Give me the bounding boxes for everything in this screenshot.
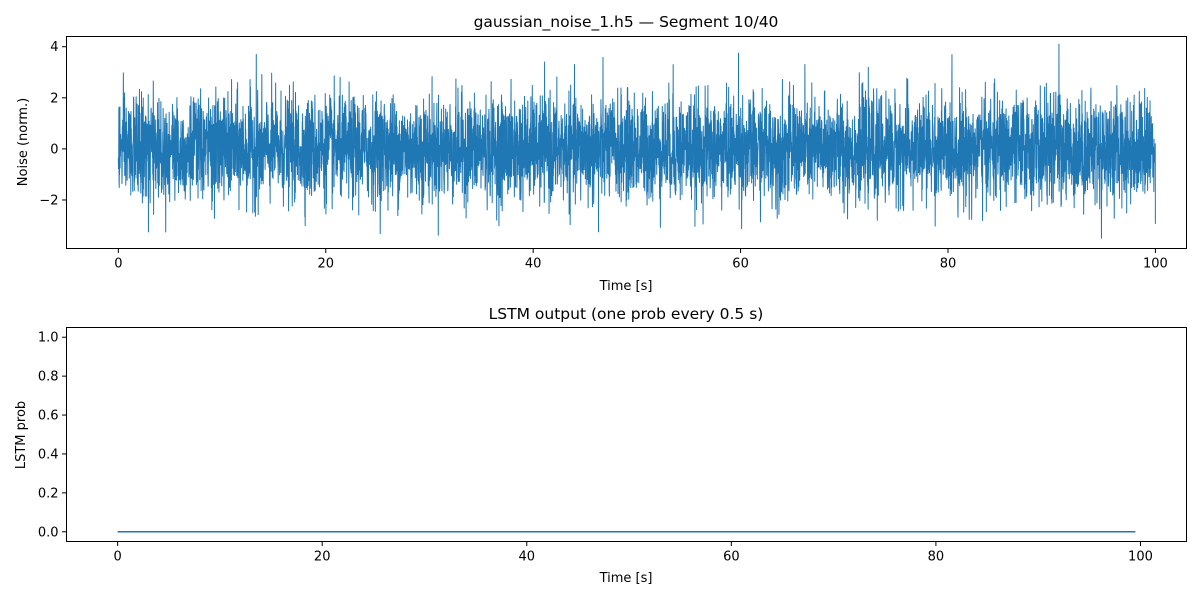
noise-x-tick-label: 0 <box>114 257 122 272</box>
lstm-chart-frame <box>66 327 1187 542</box>
lstm-y-tick-label: 0.8 <box>38 370 59 385</box>
noise-x-tick-label: 100 <box>1143 257 1168 272</box>
noise-y-tick-label: 2 <box>50 91 58 106</box>
lstm-x-tick-label: 60 <box>723 550 740 565</box>
lstm-x-tick-label: 0 <box>114 550 122 565</box>
noise-y-ticks: −2 0 2 4 <box>39 40 67 208</box>
lstm-chart: LSTM output (one prob every 0.5 s) 0 20 40… <box>14 305 1187 586</box>
lstm-y-tick-label: 0.4 <box>38 447 59 462</box>
lstm-x-axis-label: Time [s] <box>599 571 653 586</box>
noise-x-tick-label: 40 <box>525 257 542 272</box>
noise-signal-group <box>117 43 1156 239</box>
lstm-y-ticks: 0.0 0.2 0.4 0.6 0.8 1.0 <box>38 331 67 540</box>
noise-x-axis-label: Time [s] <box>599 279 653 294</box>
lstm-y-tick-label: 0.0 <box>38 525 59 540</box>
noise-x-ticks: 0 20 40 60 80 100 <box>114 248 1168 272</box>
lstm-y-tick-label: 0.6 <box>38 409 59 424</box>
noise-x-tick-label: 80 <box>940 257 957 272</box>
noise-series-line <box>117 43 1156 239</box>
noise-x-tick-label: 60 <box>732 257 749 272</box>
noise-chart-title: gaussian_noise_1.h5 — Segment 10/40 <box>474 13 779 32</box>
noise-x-tick-label: 20 <box>317 257 334 272</box>
lstm-x-ticks: 0 20 40 60 80 100 <box>114 541 1153 565</box>
noise-y-axis-label: Noise (norm.) <box>16 98 31 186</box>
lstm-y-tick-label: 1.0 <box>38 331 59 346</box>
noise-chart-frame <box>66 36 1187 249</box>
lstm-y-axis-label: LSTM prob <box>14 401 29 469</box>
lstm-x-tick-label: 40 <box>519 550 536 565</box>
noise-y-tick-label: 0 <box>50 142 58 157</box>
lstm-chart-title: LSTM output (one prob every 0.5 s) <box>489 305 764 323</box>
noise-chart: gaussian_noise_1.h5 — Segment 10/40 0 20 4… <box>16 13 1187 294</box>
lstm-y-tick-label: 0.2 <box>38 486 59 501</box>
lstm-x-tick-label: 80 <box>928 550 945 565</box>
noise-y-tick-label: 4 <box>50 40 58 55</box>
noise-y-tick-label: −2 <box>39 193 58 208</box>
lstm-x-tick-label: 20 <box>314 550 331 565</box>
lstm-x-tick-label: 100 <box>1128 550 1153 565</box>
